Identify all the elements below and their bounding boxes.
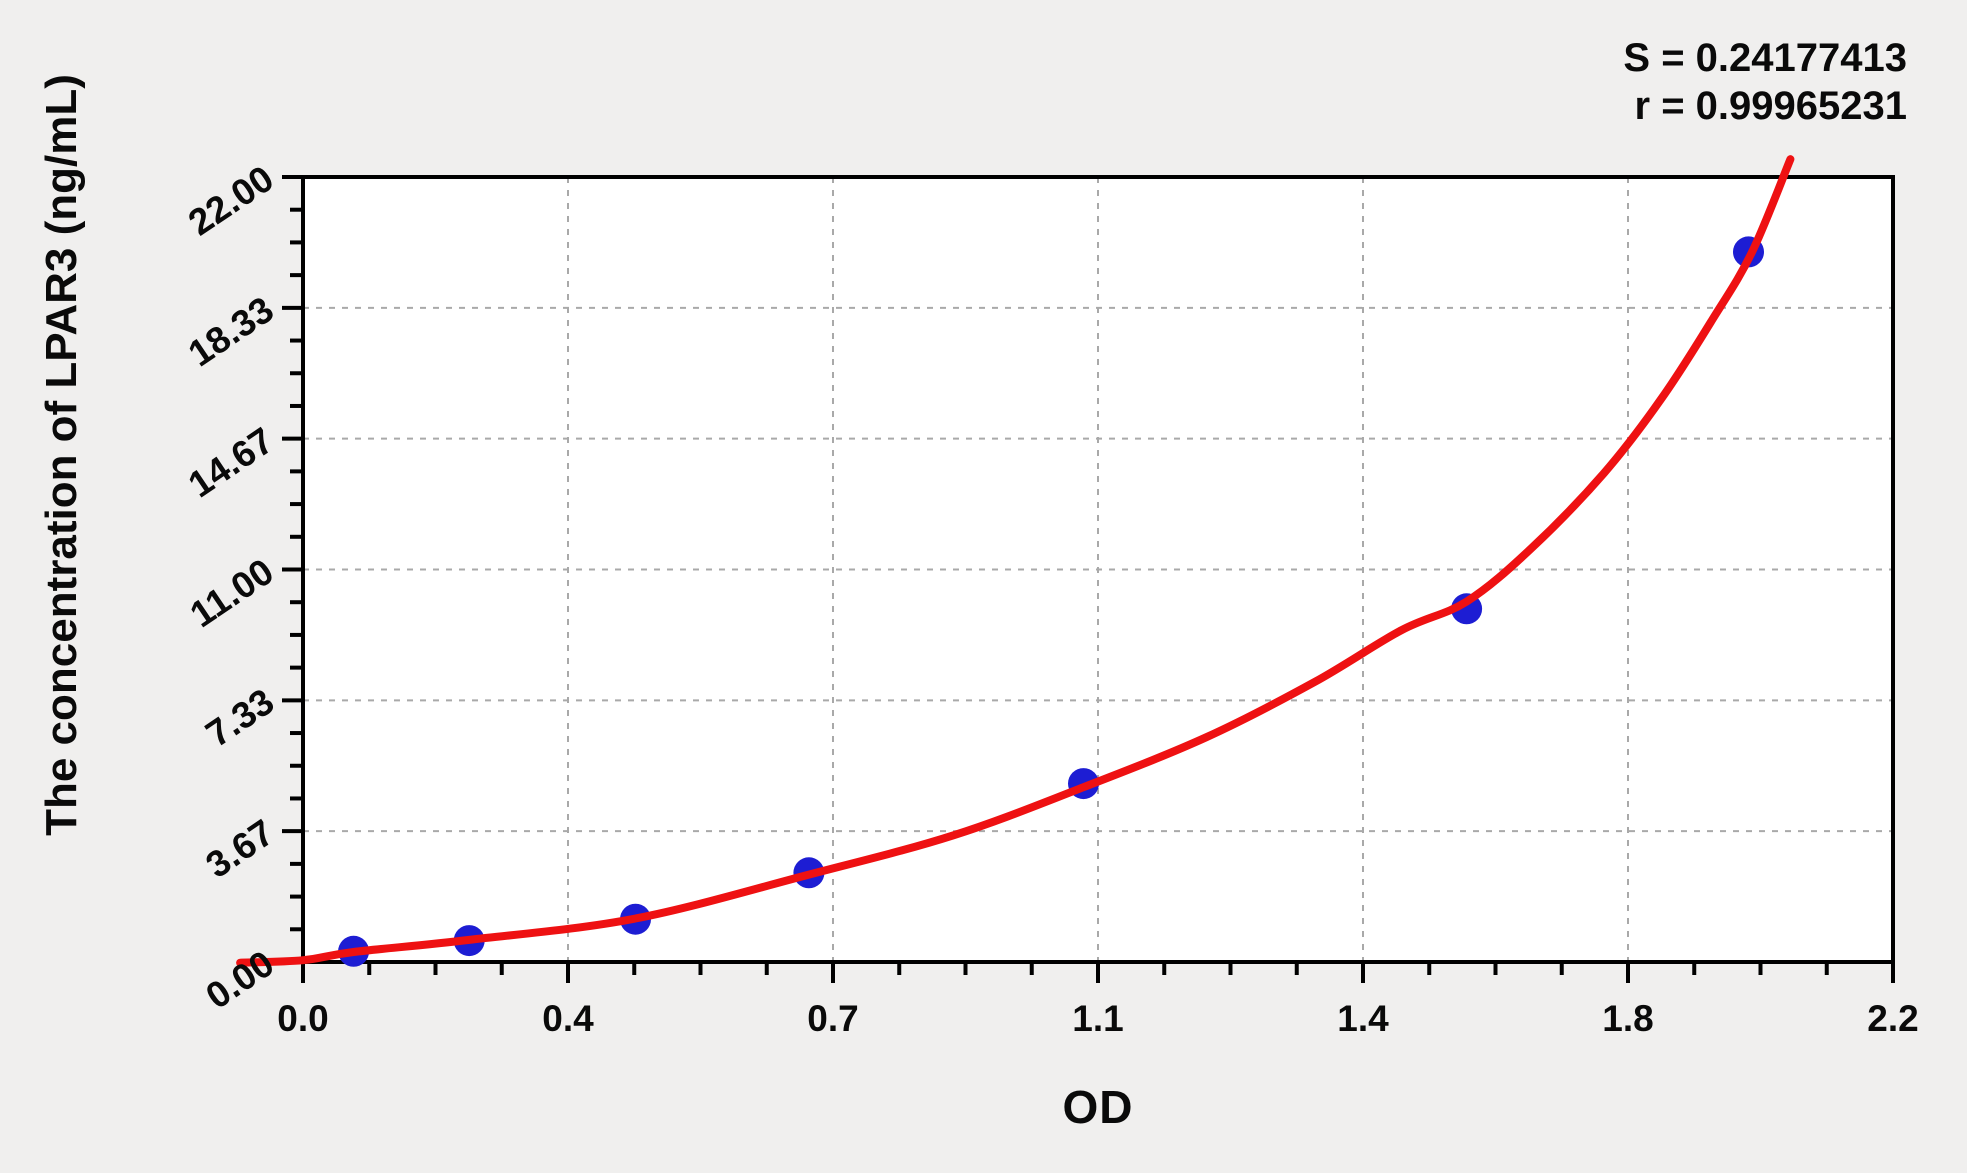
- y-axis-title: The concentration of LPAR3 (ng/mL): [37, 74, 86, 836]
- x-tick-label: 1.8: [1602, 998, 1654, 1039]
- stat-r-value: r = 0.99965231: [1634, 84, 1907, 128]
- fitted-curve: [236, 155, 1795, 967]
- x-tick-label: 0.4: [542, 998, 594, 1039]
- x-tick-label: 2.2: [1867, 998, 1919, 1039]
- x-tick-label: 0.0: [277, 998, 329, 1039]
- x-tick-label: 0.7: [807, 998, 859, 1039]
- x-tick-label: 1.4: [1337, 998, 1389, 1039]
- stat-s-value: S = 0.24177413: [1623, 36, 1907, 80]
- x-axis-title: OD: [1062, 1081, 1134, 1133]
- x-tick-label: 1.1: [1072, 998, 1124, 1039]
- fit-statistics: S = 0.24177413 r = 0.99965231: [1623, 34, 1907, 130]
